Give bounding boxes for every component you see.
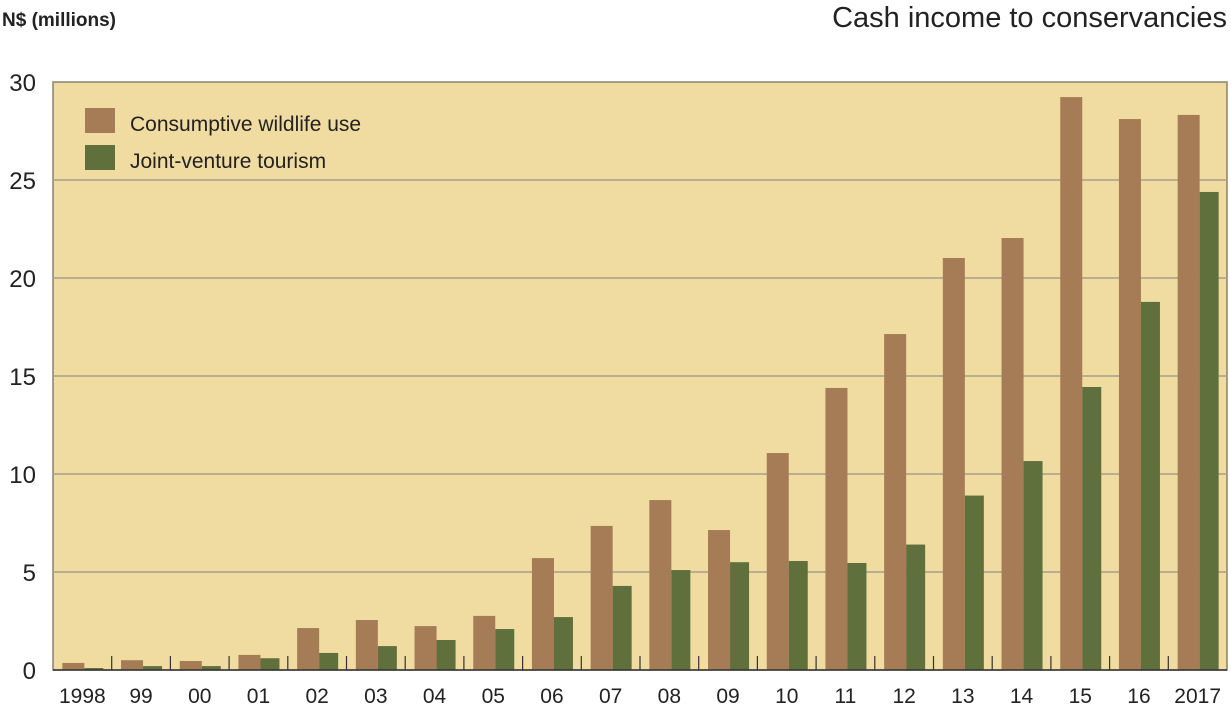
x-tick-label: 14 (1010, 685, 1034, 708)
x-tick-label: 06 (540, 685, 563, 708)
x-tick-label: 07 (599, 685, 622, 708)
x-tick-label: 10 (775, 685, 798, 708)
bar-tourism (671, 570, 691, 670)
bar-consumptive (238, 654, 261, 670)
y-tick-label: 25 (9, 168, 36, 195)
bar-consumptive (179, 660, 202, 670)
bar-tourism (260, 658, 280, 670)
bar-consumptive (1001, 238, 1024, 671)
x-tick-label: 01 (247, 685, 270, 708)
y-tick-label: 0 (23, 658, 36, 685)
chart-title: Cash income to conservancies (832, 2, 1227, 34)
bar-tourism (1199, 191, 1219, 670)
bar-tourism (1082, 386, 1102, 670)
bar-tourism (201, 666, 221, 670)
bar-tourism (143, 666, 163, 670)
bar-consumptive (297, 628, 320, 670)
bar-consumptive (649, 500, 672, 670)
x-tick-label: 05 (482, 685, 505, 708)
bar-tourism (436, 640, 456, 670)
x-tick-label: 02 (305, 685, 328, 708)
x-tick-label: 03 (364, 685, 387, 708)
x-tick-label: 11 (835, 685, 857, 708)
x-tick-label: 99 (129, 685, 152, 708)
legend-label: Consumptive wildlife use (130, 113, 361, 136)
bar-tourism (84, 668, 104, 670)
bar-tourism (495, 629, 515, 670)
y-tick-label: 5 (23, 560, 36, 587)
legend-swatch (85, 145, 115, 170)
bar-tourism (377, 646, 397, 670)
bar-consumptive (825, 387, 848, 670)
x-tick-label: 00 (188, 685, 211, 708)
bar-tourism (1023, 461, 1043, 670)
y-tick-label: 15 (9, 364, 36, 391)
x-tick-label: 12 (892, 685, 915, 708)
bar-tourism (906, 544, 926, 670)
bar-consumptive (708, 530, 731, 670)
x-tick-label: 2017 (1174, 685, 1221, 708)
bar-tourism (1140, 301, 1160, 670)
x-tick-label: 13 (951, 685, 974, 708)
bar-consumptive (1177, 114, 1200, 671)
bar-tourism (847, 562, 867, 670)
bar-consumptive (531, 558, 554, 670)
bar-tourism (964, 495, 984, 670)
bar-consumptive (1118, 119, 1141, 670)
x-tick-label: 15 (1069, 685, 1092, 708)
x-tick-label: 1998 (59, 685, 106, 708)
bar-tourism (788, 561, 808, 670)
legend-label: Joint-venture tourism (130, 150, 326, 173)
y-axis-label: N$ (millions) (2, 10, 117, 31)
bar-consumptive (942, 258, 965, 670)
bar-consumptive (590, 525, 613, 670)
y-tick-label: 10 (9, 462, 36, 489)
x-tick-label: 08 (658, 685, 681, 708)
legend-swatch (85, 108, 115, 133)
bar-consumptive (121, 660, 144, 670)
x-tick-label: 16 (1127, 685, 1150, 708)
bar-consumptive (62, 662, 85, 670)
bar-tourism (730, 562, 750, 670)
x-tick-label: 09 (716, 685, 739, 708)
bar-tourism (612, 585, 632, 670)
bar-tourism (319, 652, 339, 670)
bar-tourism (553, 617, 573, 670)
bar-consumptive (355, 620, 378, 670)
bar-consumptive (1060, 97, 1083, 671)
bar-consumptive (473, 615, 496, 670)
bar-consumptive (414, 626, 437, 670)
y-tick-label: 20 (9, 266, 36, 293)
y-tick-label: 30 (9, 70, 36, 97)
bar-consumptive (884, 334, 907, 670)
bar-consumptive (766, 453, 789, 670)
x-tick-label: 04 (423, 685, 447, 708)
